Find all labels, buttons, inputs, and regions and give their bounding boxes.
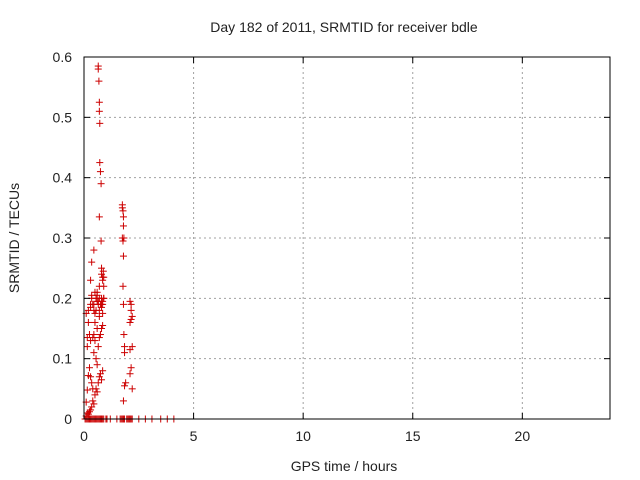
data-point: [93, 325, 101, 332]
x-tick-label: 15: [405, 428, 421, 444]
y-tick-label: 0.3: [53, 230, 73, 246]
data-point: [127, 315, 135, 323]
data-point: [99, 367, 107, 375]
data-point: [127, 306, 135, 314]
data-point: [98, 264, 106, 272]
data-point: [95, 98, 103, 106]
data-point: [95, 334, 103, 342]
data-point: [127, 364, 135, 372]
data-point: [95, 213, 103, 221]
data-point: [119, 207, 127, 215]
data-point: [99, 309, 107, 317]
data-point: [128, 312, 136, 320]
data-point: [90, 246, 98, 254]
data-point: [91, 318, 99, 326]
x-axis-label: GPS time / hours: [291, 458, 398, 474]
data-point: [88, 258, 96, 266]
data-point: [84, 318, 92, 326]
data-point: [120, 234, 128, 242]
axis-ticks: 0 5 10 15 20 0 0.1 0.2 0.3 0.4 0.5 0.6: [53, 49, 610, 444]
y-tick-label: 0.1: [53, 351, 73, 367]
chart-title: Day 182 of 2011, SRMTID for receiver bdl…: [210, 19, 478, 35]
data-point: [119, 237, 127, 245]
data-point: [100, 282, 108, 290]
data-point: [126, 318, 134, 326]
x-tick-label: 5: [190, 428, 198, 444]
data-point: [97, 180, 105, 188]
data-point: [87, 373, 95, 381]
data-point: [126, 370, 134, 378]
data-point: [99, 267, 107, 275]
data-point: [95, 77, 103, 85]
data-point: [90, 300, 98, 308]
y-axis-label: SRMTID / TECUs: [6, 183, 22, 293]
data-point: [119, 222, 127, 230]
y-tick-label: 0.2: [53, 290, 73, 306]
data-point: [122, 379, 130, 387]
data-point: [95, 107, 103, 115]
y-tick-label: 0.4: [53, 170, 73, 186]
data-point: [99, 273, 107, 281]
data-point: [85, 364, 93, 372]
data-point: [96, 331, 104, 339]
plot-frame: [83, 56, 611, 420]
data-point: [91, 309, 99, 317]
data-point: [119, 213, 127, 221]
data-point: [118, 204, 126, 212]
data-point: [83, 343, 91, 351]
data-point: [90, 306, 98, 314]
data-point: [119, 397, 127, 405]
data-point: [90, 400, 98, 408]
data-point: [119, 300, 127, 308]
data-point: [93, 288, 101, 296]
data-points: [81, 62, 178, 423]
data-point: [93, 361, 101, 369]
data-point: [127, 300, 135, 308]
data-point: [96, 159, 104, 167]
data-point: [99, 300, 107, 308]
data-point: [92, 355, 100, 363]
data-point: [121, 349, 129, 357]
data-point: [88, 291, 96, 299]
data-point: [95, 312, 103, 320]
data-point: [93, 388, 101, 396]
data-point: [119, 252, 127, 260]
data-point: [94, 343, 102, 351]
data-point: [83, 386, 91, 394]
data-point: [88, 379, 96, 387]
data-point: [96, 119, 104, 127]
y-tick-label: 0: [64, 411, 72, 427]
grid-lines: [84, 57, 610, 419]
data-point: [94, 297, 102, 305]
data-point: [89, 385, 97, 393]
data-point: [87, 276, 95, 284]
data-point: [126, 346, 134, 354]
x-tick-label: 10: [295, 428, 311, 444]
x-tick-label: 20: [515, 428, 531, 444]
data-point: [100, 294, 108, 302]
data-point: [121, 382, 129, 390]
data-point: [90, 331, 98, 339]
data-point: [94, 65, 102, 73]
y-tick-label: 0.6: [53, 49, 73, 65]
y-tick-label: 0.5: [53, 109, 73, 125]
data-point: [94, 379, 102, 387]
data-point: [89, 334, 97, 342]
data-point: [97, 237, 105, 245]
data-point: [119, 282, 127, 290]
data-point: [96, 168, 104, 176]
x-tick-label: 0: [80, 428, 88, 444]
data-point: [98, 376, 106, 384]
data-point: [121, 343, 129, 351]
data-point: [90, 349, 98, 357]
data-point: [87, 406, 95, 414]
data-point: [99, 321, 107, 329]
data-point: [89, 397, 97, 405]
data-point: [120, 331, 128, 339]
data-point: [128, 385, 136, 393]
data-point: [126, 297, 134, 305]
data-point: [85, 408, 93, 416]
